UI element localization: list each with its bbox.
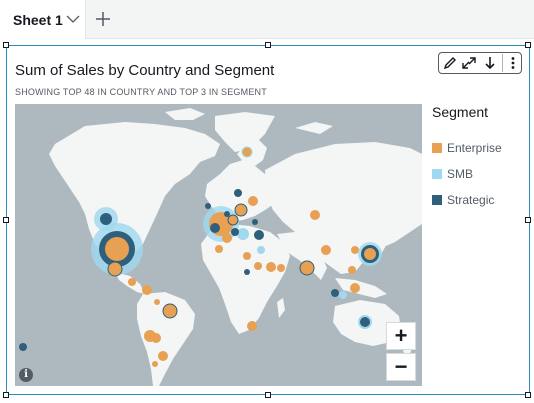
toolbar-divider bbox=[502, 54, 503, 72]
map-bubble[interactable] bbox=[360, 317, 370, 327]
map-bubble[interactable] bbox=[222, 233, 232, 243]
visual-toolbar bbox=[438, 52, 522, 74]
map-bubble[interactable] bbox=[224, 211, 230, 217]
plus-icon[interactable] bbox=[94, 10, 112, 28]
map-bubble[interactable] bbox=[350, 283, 360, 293]
map-bubble[interactable] bbox=[299, 260, 315, 276]
map-bubble[interactable] bbox=[321, 245, 331, 255]
map-bubble[interactable] bbox=[266, 262, 276, 272]
map-area[interactable]: i bbox=[15, 104, 422, 386]
map-bubbles bbox=[19, 146, 382, 367]
sheet-tab-bar: Sheet 1 bbox=[0, 0, 534, 39]
map-bubble[interactable] bbox=[244, 269, 250, 275]
tab-sheet-1[interactable]: Sheet 1 bbox=[0, 0, 86, 39]
map-bubble[interactable] bbox=[158, 351, 168, 361]
map-bubble[interactable] bbox=[227, 214, 239, 226]
map-bubble[interactable] bbox=[254, 262, 262, 270]
map-bubble[interactable] bbox=[277, 264, 285, 272]
map-bubble[interactable] bbox=[254, 230, 264, 240]
map-bubble[interactable] bbox=[247, 321, 257, 331]
zoom-out-button[interactable]: − bbox=[386, 353, 416, 381]
visual-subtitle: SHOWING TOP 48 IN COUNTRY AND TOP 3 IN S… bbox=[15, 87, 267, 97]
map-bubble[interactable] bbox=[210, 223, 220, 233]
legend-title: Segment bbox=[432, 104, 489, 120]
map-bubble[interactable] bbox=[243, 252, 251, 260]
map-bubble[interactable] bbox=[215, 245, 223, 253]
map-bubble[interactable] bbox=[310, 210, 320, 220]
resize-handle[interactable] bbox=[525, 217, 531, 223]
map-bubble[interactable] bbox=[128, 278, 136, 286]
map-bubble[interactable] bbox=[234, 189, 242, 197]
resize-handle[interactable] bbox=[265, 392, 271, 398]
tab-label: Sheet 1 bbox=[13, 12, 63, 28]
map-bubble[interactable] bbox=[205, 203, 211, 209]
map-bubble[interactable] bbox=[364, 248, 376, 260]
resize-handle[interactable] bbox=[3, 392, 9, 398]
map-bubble[interactable] bbox=[105, 237, 129, 261]
map-bubble[interactable] bbox=[154, 299, 160, 305]
map-bubble[interactable] bbox=[237, 228, 249, 240]
map-bubble[interactable] bbox=[107, 261, 123, 277]
map-bubble[interactable] bbox=[234, 203, 248, 217]
map-bubble[interactable] bbox=[248, 196, 258, 206]
legend-swatch bbox=[432, 195, 442, 205]
map-bubble[interactable] bbox=[252, 219, 258, 225]
more-vertical-icon[interactable] bbox=[504, 55, 522, 71]
map-bubble[interactable] bbox=[351, 246, 359, 254]
legend-label: SMB bbox=[447, 167, 474, 181]
map-bubble[interactable] bbox=[151, 333, 161, 343]
chevron-down-icon[interactable] bbox=[66, 14, 80, 24]
resize-handle[interactable] bbox=[265, 42, 271, 48]
legend-label: Strategic bbox=[447, 193, 495, 207]
legend-swatch bbox=[432, 169, 442, 179]
map-bubble[interactable] bbox=[348, 266, 356, 274]
map-bubble[interactable] bbox=[339, 291, 347, 299]
map-bubble[interactable] bbox=[257, 246, 265, 254]
resize-handle[interactable] bbox=[525, 392, 531, 398]
map-bubble[interactable] bbox=[19, 343, 27, 351]
download-icon[interactable] bbox=[481, 55, 499, 71]
map-bubble[interactable] bbox=[142, 285, 152, 295]
resize-handle[interactable] bbox=[3, 217, 9, 223]
map-bubble[interactable] bbox=[241, 146, 253, 158]
map-bubble[interactable] bbox=[331, 289, 339, 297]
resize-handle[interactable] bbox=[525, 42, 531, 48]
expand-icon[interactable] bbox=[460, 55, 478, 71]
visual-title: Sum of Sales by Country and Segment bbox=[15, 62, 275, 79]
pencil-icon[interactable] bbox=[441, 55, 459, 71]
map-bubble[interactable] bbox=[231, 228, 239, 236]
legend-label: Enterprise bbox=[447, 141, 502, 155]
map-bubble[interactable] bbox=[162, 303, 178, 319]
zoom-in-button[interactable]: + bbox=[386, 322, 416, 350]
world-map bbox=[19, 108, 422, 386]
info-icon[interactable]: i bbox=[19, 368, 33, 382]
map-bubble[interactable] bbox=[100, 213, 112, 225]
resize-handle[interactable] bbox=[3, 42, 9, 48]
map-bubble[interactable] bbox=[152, 361, 158, 367]
legend-swatch bbox=[432, 143, 442, 153]
